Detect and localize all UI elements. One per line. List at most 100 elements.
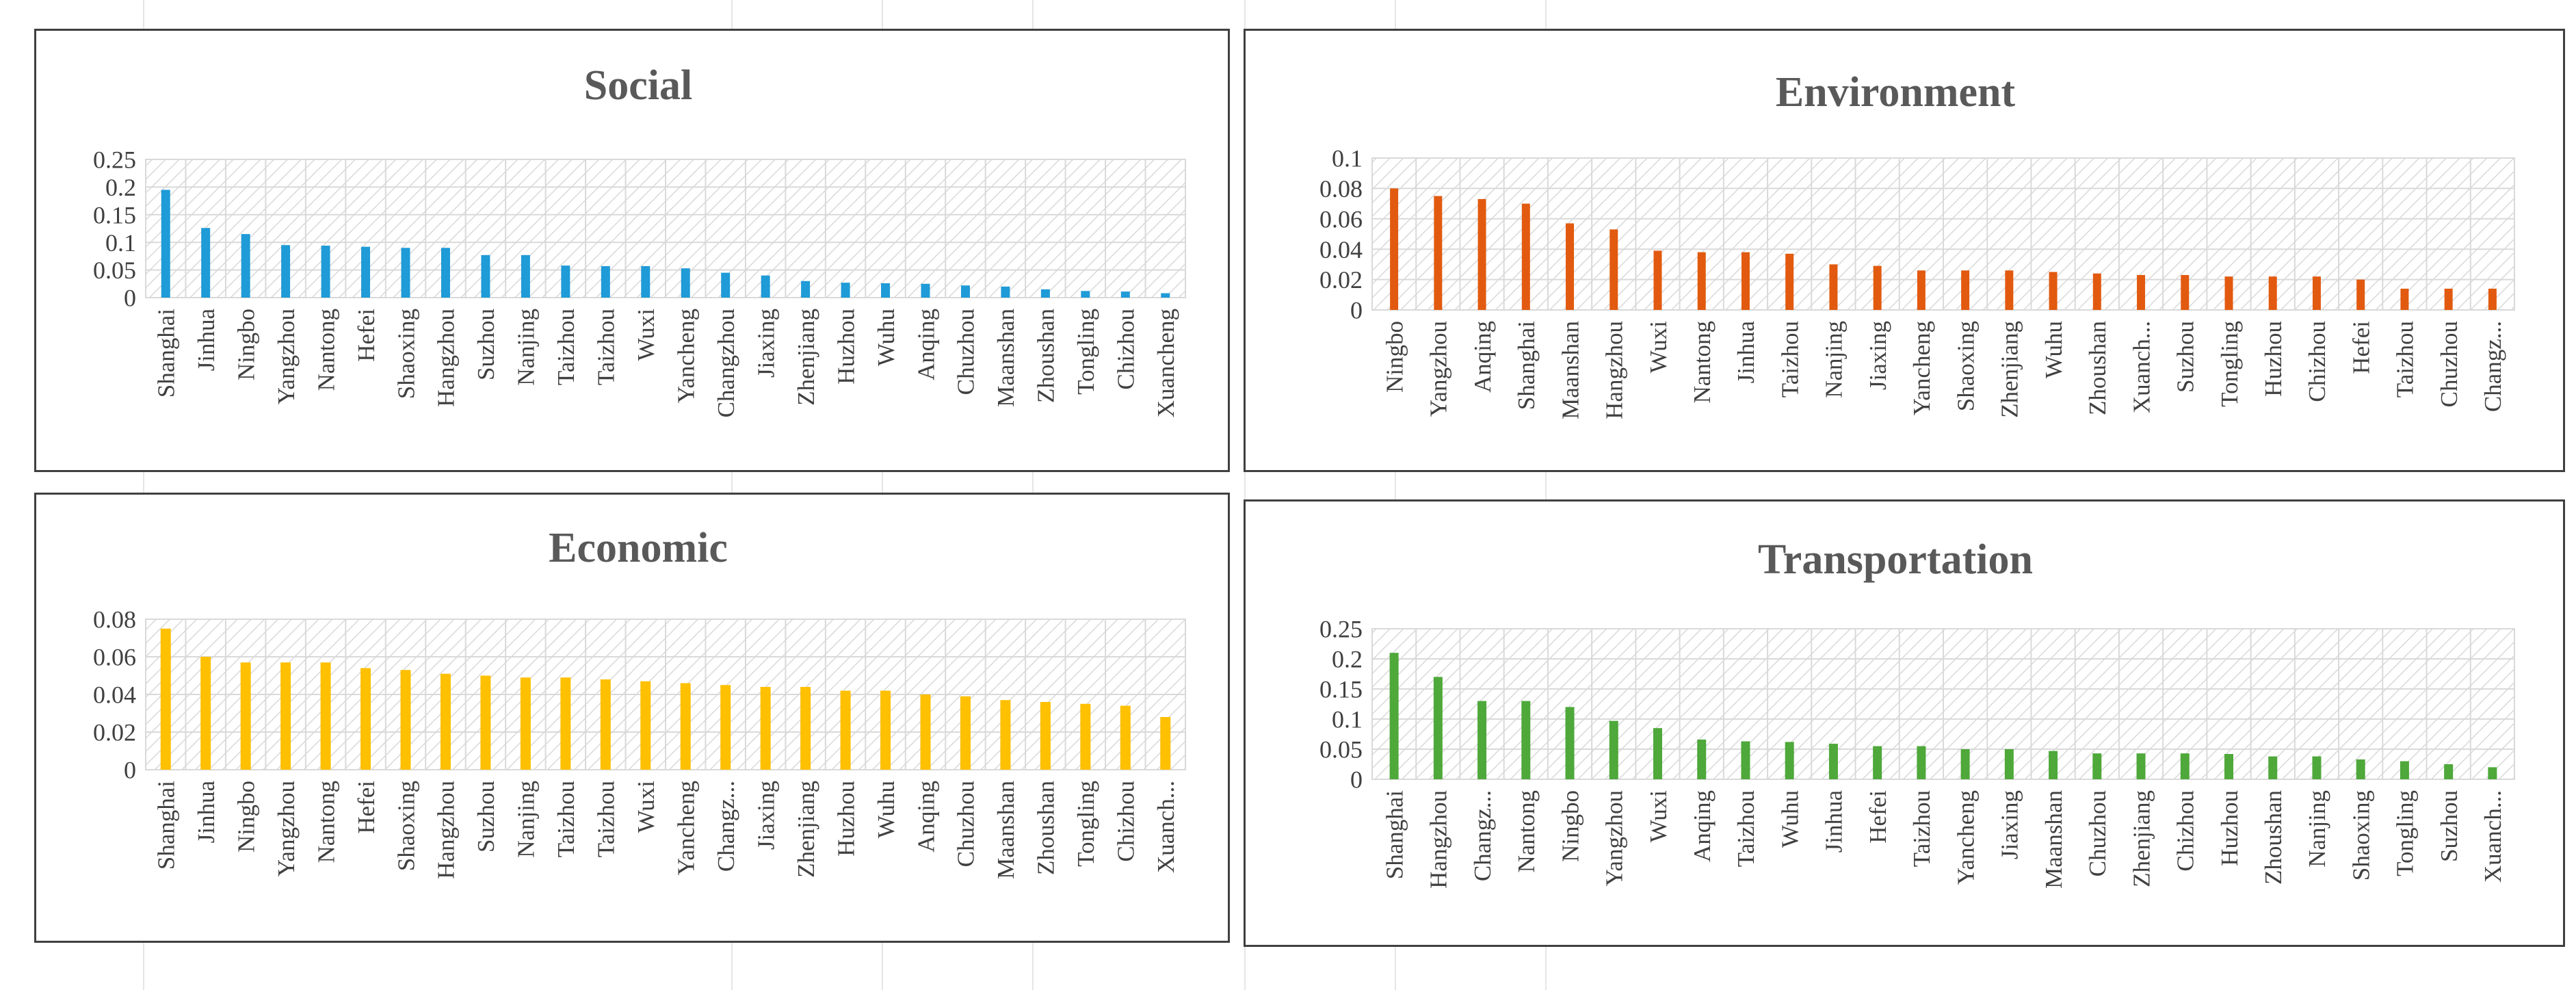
bar-yangzhou bbox=[280, 662, 291, 770]
category-label: Maanshan bbox=[993, 309, 1019, 407]
transportation-chart: Transportation 00.05 0.1 0.15 0.2 0.25 Shangha… bbox=[1319, 536, 2515, 889]
bar-chuzhou bbox=[2092, 753, 2102, 779]
bar-shanghai bbox=[1521, 203, 1530, 310]
bar-zhenjiang bbox=[800, 687, 811, 770]
category-label: Changz... bbox=[713, 781, 739, 872]
category-label: Hefei bbox=[1865, 790, 1891, 844]
bar-huzhou bbox=[841, 283, 850, 298]
category-label: Wuhu bbox=[2040, 321, 2067, 378]
y-tick-label: 0.15 bbox=[1319, 676, 1363, 703]
category-label: Zhenjiang bbox=[1997, 321, 2023, 418]
bar-suzhou bbox=[2444, 764, 2454, 779]
bar-taizhou bbox=[1917, 746, 1926, 779]
bar-wuxi bbox=[640, 681, 651, 770]
category-label: Hangzhou bbox=[433, 309, 460, 407]
bar-taizhou bbox=[600, 679, 611, 770]
category-label: Changz... bbox=[2480, 321, 2506, 412]
bar-jinhua bbox=[1828, 744, 1838, 779]
category-label: Tongling bbox=[1073, 309, 1099, 395]
y-tick-label: 0.05 bbox=[1319, 736, 1363, 764]
category-label: Anqing bbox=[1689, 790, 1716, 862]
category-label: Hefei bbox=[353, 781, 380, 834]
category-label: Anqing bbox=[912, 309, 939, 380]
bar-yancheng bbox=[681, 268, 690, 298]
bar-tongling bbox=[1080, 703, 1091, 770]
category-label: Wuxi bbox=[633, 781, 659, 833]
bar-wuhu bbox=[881, 283, 891, 298]
category-label: Yancheng bbox=[1952, 790, 1979, 885]
category-label: Tongling bbox=[1073, 781, 1099, 867]
category-label: Shanghai bbox=[1381, 790, 1408, 880]
category-label: Shanghai bbox=[1513, 321, 1540, 411]
bar-zhoushan bbox=[2092, 273, 2101, 310]
environment-chart: Environment 0 0.02 0.04 0.060.08 0.1 Ningbo Yan… bbox=[1319, 69, 2515, 419]
y-tick-label: 0.06 bbox=[93, 644, 136, 671]
transportation-chart-panel: Transportation 0 0.05 0.1 0.15 0.2 0.25 Shangha… bbox=[1244, 499, 2565, 947]
category-label: Zhoushan bbox=[1033, 781, 1060, 875]
bar-xuancheng bbox=[1161, 293, 1170, 298]
category-label: Nantong bbox=[313, 781, 339, 863]
category-label: Nantong bbox=[1689, 321, 1716, 404]
category-label: Changz... bbox=[1469, 790, 1496, 881]
bar-chizhou bbox=[2312, 276, 2321, 310]
category-label: Chuzhou bbox=[2436, 321, 2462, 407]
bar-hangzhou bbox=[441, 248, 450, 298]
bar-nanjing bbox=[1829, 264, 1838, 310]
bar-jiaxing bbox=[1873, 265, 1882, 310]
category-label: Huzhou bbox=[2260, 321, 2287, 397]
y-tick-label: 0.08 bbox=[93, 606, 136, 634]
bar-maanshan bbox=[1566, 223, 1575, 310]
category-label: Shaoxing bbox=[1952, 321, 1979, 411]
bar-wuhu bbox=[880, 690, 891, 770]
bar-wuxi bbox=[641, 265, 650, 298]
category-label: Xuancheng bbox=[1153, 309, 1179, 417]
category-label: Wuxi bbox=[633, 309, 659, 361]
bar-taizhou bbox=[1741, 741, 1750, 779]
category-label: Chizhou bbox=[2172, 790, 2199, 872]
bar-wuxi bbox=[1653, 728, 1662, 779]
bar-huzhou bbox=[2224, 754, 2233, 779]
bar-xuanch bbox=[2137, 274, 2146, 310]
y-tick-label: 0.25 bbox=[93, 146, 136, 174]
category-label: Nanjing bbox=[513, 309, 540, 386]
chart-title: Economic bbox=[549, 525, 728, 571]
bar-taizhou bbox=[561, 265, 570, 298]
category-label: Wuhu bbox=[873, 781, 899, 838]
category-label: Shanghai bbox=[153, 781, 179, 870]
category-label: Yancheng bbox=[1908, 321, 1935, 415]
bar-jinhua bbox=[200, 657, 211, 770]
economic-chart-panel: Economic 0 0.02 0.04 0.06 0.08 Shanghai Jinhua N… bbox=[34, 493, 1230, 943]
bar-ningbo bbox=[241, 234, 250, 298]
social-chart: Social 00.050.10.150.20.25 Shanghai Jinhua N… bbox=[93, 62, 1186, 417]
category-label: Yangzhou bbox=[273, 781, 300, 876]
bar-xuanch bbox=[1160, 717, 1171, 770]
category-label: Chizhou bbox=[1113, 309, 1140, 390]
category-label: Huzhou bbox=[832, 309, 859, 385]
category-label: Taizhou bbox=[553, 781, 579, 857]
y-tick-label: 0 bbox=[1350, 766, 1363, 794]
bar-xuanch bbox=[2488, 767, 2497, 779]
bar-huzhou bbox=[840, 690, 851, 770]
category-label: Chuzhou bbox=[2084, 790, 2111, 876]
category-label: Taizhou bbox=[593, 781, 620, 857]
bar-zhoushan bbox=[2268, 756, 2278, 779]
category-label: Jiaxing bbox=[1865, 321, 1891, 390]
bar-taizhou bbox=[2400, 288, 2409, 310]
bar-taizhou bbox=[560, 677, 571, 770]
bar-maanshan bbox=[1001, 286, 1010, 298]
y-tick-label: 0.15 bbox=[93, 201, 136, 229]
environment-chart-panel: Environment 0 0.02 0.04 0.06 0.08 0.1 Ningbo Yan… bbox=[1244, 29, 2565, 472]
bar-nanjing bbox=[521, 255, 530, 298]
bar-hefei bbox=[2356, 279, 2365, 310]
category-label: Jinhua bbox=[193, 309, 220, 372]
bar-chizhou bbox=[1120, 291, 1130, 298]
category-label: Maanshan bbox=[993, 781, 1019, 879]
bar-chizhou bbox=[1120, 705, 1131, 770]
category-label: Zhoushan bbox=[2260, 790, 2287, 885]
category-label: Yancheng bbox=[672, 781, 699, 875]
y-tick-label: 0.1 bbox=[105, 229, 136, 257]
category-label: Taizhou bbox=[553, 309, 579, 385]
bar-jiaxing bbox=[761, 275, 770, 298]
bar-changzhou bbox=[721, 272, 731, 298]
bar-zhoushan bbox=[1040, 289, 1050, 298]
